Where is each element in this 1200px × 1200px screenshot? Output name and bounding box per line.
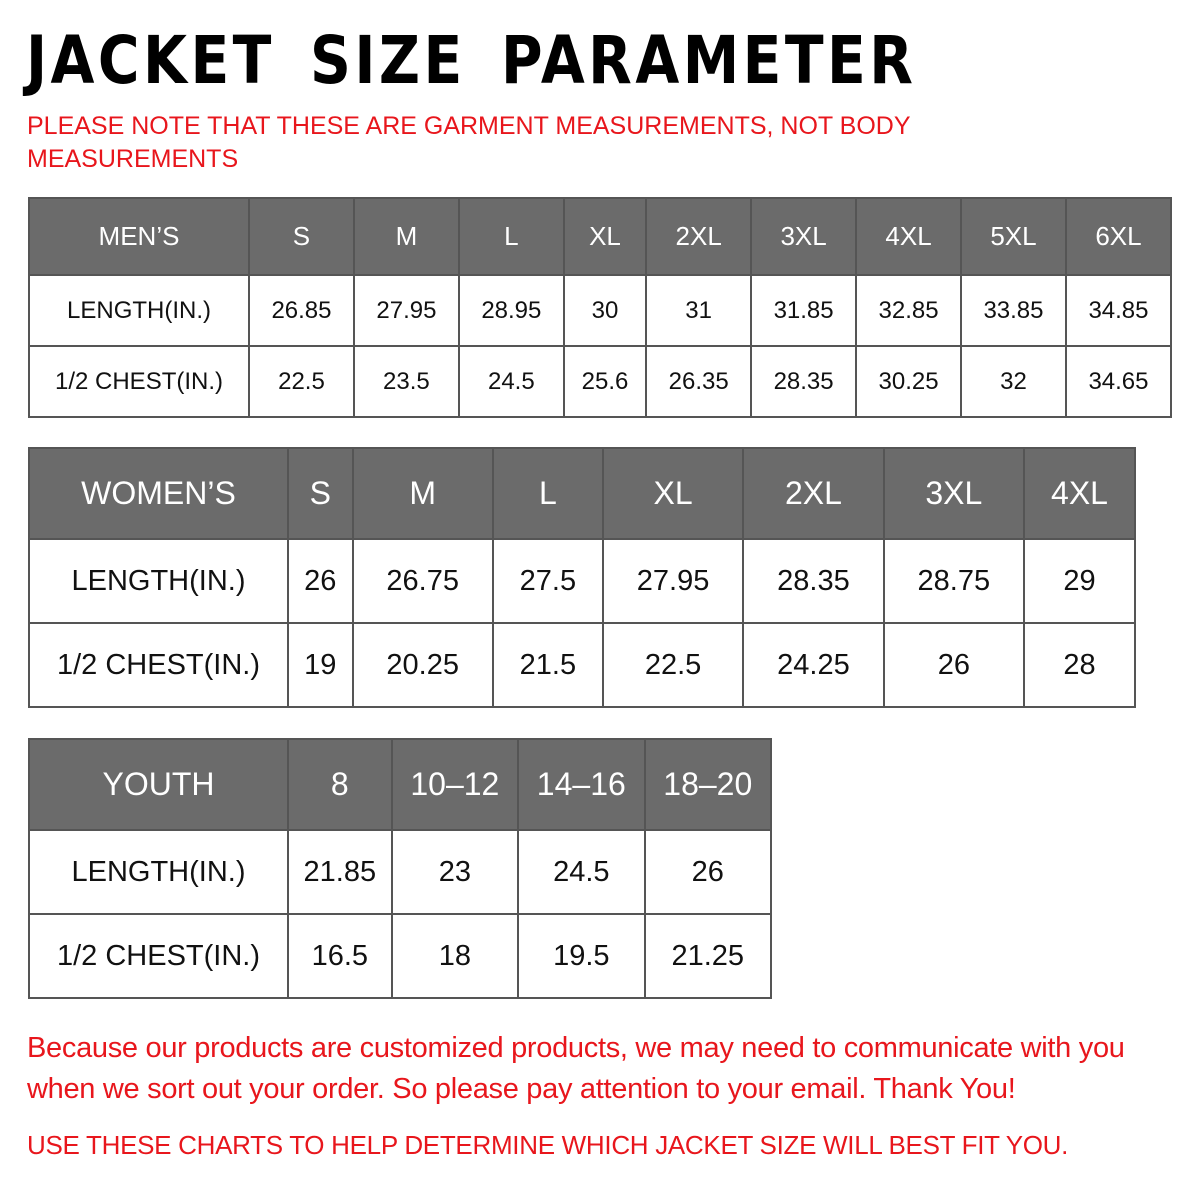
measurement-cell: 21.5 xyxy=(491,622,604,708)
measurement-cell: 26 xyxy=(643,829,773,915)
header-row: YOUTH 8 10–12 14–16 18–20 xyxy=(28,738,773,831)
measurement-cell: 26.75 xyxy=(351,538,494,624)
size-header: 5XL xyxy=(960,197,1067,276)
size-header: XL xyxy=(562,197,648,276)
row-label: LENGTH(IN.) xyxy=(28,538,289,624)
measurement-cell: 33.85 xyxy=(960,274,1067,347)
measurement-cell: 21.85 xyxy=(287,829,393,915)
table-row: 1/2 CHEST(IN.) 19 20.25 21.5 22.5 24.25 26 28 xyxy=(28,622,1136,708)
size-header: S xyxy=(248,197,355,276)
table-row: LENGTH(IN.) 26.85 27.95 28.95 30 31 31.85 32.85… xyxy=(28,274,1173,347)
measurement-cell: 22.5 xyxy=(601,622,745,708)
table-label: MEN’S xyxy=(28,197,250,276)
measurement-cell: 28.75 xyxy=(882,538,1026,624)
measurement-cell: 26.35 xyxy=(645,345,753,418)
measurement-cell: 34.85 xyxy=(1064,274,1173,347)
measurement-cell: 25.6 xyxy=(562,345,648,418)
measurement-cell: 30 xyxy=(562,274,648,347)
size-header: 3XL xyxy=(882,447,1026,540)
size-header: 18–20 xyxy=(643,738,773,831)
measurement-cell: 27.95 xyxy=(352,274,460,347)
measurement-cell: 24.25 xyxy=(742,622,885,708)
youth-size-table: YOUTH 8 10–12 14–16 18–20 LENGTH(IN.) 21.85 23 2… xyxy=(28,738,773,999)
measurement-cell: 19.5 xyxy=(517,913,646,999)
size-header: S xyxy=(287,447,354,540)
measurement-cell: 20.25 xyxy=(351,622,494,708)
size-header: L xyxy=(491,447,604,540)
measurement-cell: 22.5 xyxy=(248,345,355,418)
measurement-cell: 23 xyxy=(390,829,520,915)
header-row: WOMEN’S S M L XL 2XL 3XL 4XL xyxy=(28,447,1136,540)
row-label: LENGTH(IN.) xyxy=(28,829,289,915)
size-header: 8 xyxy=(287,738,393,831)
measurement-cell: 28.35 xyxy=(742,538,885,624)
table-row: 1/2 CHEST(IN.) 16.5 18 19.5 21.25 xyxy=(28,913,773,999)
size-header: 4XL xyxy=(1023,447,1136,540)
row-label: 1/2 CHEST(IN.) xyxy=(28,622,289,708)
measurement-cell: 19 xyxy=(287,622,354,708)
measurement-cell: 26.85 xyxy=(248,274,355,347)
size-header: XL xyxy=(601,447,745,540)
customization-notice: Because our products are customized prod… xyxy=(27,1032,1125,1105)
table-row: 1/2 CHEST(IN.) 22.5 23.5 24.5 25.6 26.35 28.35… xyxy=(28,345,1173,418)
measurement-cell: 28.35 xyxy=(750,345,858,418)
size-header: M xyxy=(351,447,494,540)
table-row: LENGTH(IN.) 21.85 23 24.5 26 xyxy=(28,829,773,915)
size-header: 2XL xyxy=(645,197,753,276)
page-title: JACKET SIZE PARAMETER xyxy=(26,22,917,99)
measurement-cell: 30.25 xyxy=(855,345,962,418)
measurement-cell: 27.5 xyxy=(491,538,604,624)
measurement-cell: 31 xyxy=(645,274,753,347)
measurement-cell: 26 xyxy=(882,622,1026,708)
size-header: 4XL xyxy=(855,197,962,276)
size-header: 6XL xyxy=(1064,197,1173,276)
measurement-cell: 32.85 xyxy=(855,274,962,347)
size-header: M xyxy=(352,197,460,276)
size-advice: USE THESE CHARTS TO HELP DETERMINE WHICH… xyxy=(27,1130,1069,1160)
measurement-cell: 23.5 xyxy=(352,345,460,418)
measurement-cell: 26 xyxy=(287,538,354,624)
measurement-cell: 27.95 xyxy=(601,538,745,624)
size-header: 14–16 xyxy=(517,738,646,831)
measurement-cell: 18 xyxy=(390,913,520,999)
mens-size-table: MEN’S S M L XL 2XL 3XL 4XL 5XL 6XL LENGTH(IN.) 26.8… xyxy=(28,197,1173,418)
header-row: MEN’S S M L XL 2XL 3XL 4XL 5XL 6XL xyxy=(28,197,1173,276)
size-header: 3XL xyxy=(750,197,858,276)
table-label: YOUTH xyxy=(28,738,289,831)
measurement-cell: 31.85 xyxy=(750,274,858,347)
measurement-note: PLEASE NOTE THAT THESE ARE GARMENT MEASU… xyxy=(27,112,911,173)
measurement-cell: 28.95 xyxy=(457,274,565,347)
measurement-cell: 34.65 xyxy=(1064,345,1173,418)
measurement-cell: 24.5 xyxy=(457,345,565,418)
size-header: L xyxy=(457,197,565,276)
row-label: 1/2 CHEST(IN.) xyxy=(28,913,289,999)
measurement-cell: 28 xyxy=(1023,622,1136,708)
table-row: LENGTH(IN.) 26 26.75 27.5 27.95 28.35 28.75 29 xyxy=(28,538,1136,624)
row-label: LENGTH(IN.) xyxy=(28,274,250,347)
measurement-cell: 16.5 xyxy=(287,913,393,999)
size-header: 2XL xyxy=(742,447,885,540)
womens-size-table: WOMEN’S S M L XL 2XL 3XL 4XL LENGTH(IN.) 26 26.75 2… xyxy=(28,447,1136,708)
size-header: 10–12 xyxy=(390,738,520,831)
measurement-cell: 29 xyxy=(1023,538,1136,624)
measurement-cell: 21.25 xyxy=(643,913,773,999)
row-label: 1/2 CHEST(IN.) xyxy=(28,345,250,418)
measurement-cell: 32 xyxy=(960,345,1067,418)
table-label: WOMEN’S xyxy=(28,447,289,540)
measurement-cell: 24.5 xyxy=(517,829,646,915)
